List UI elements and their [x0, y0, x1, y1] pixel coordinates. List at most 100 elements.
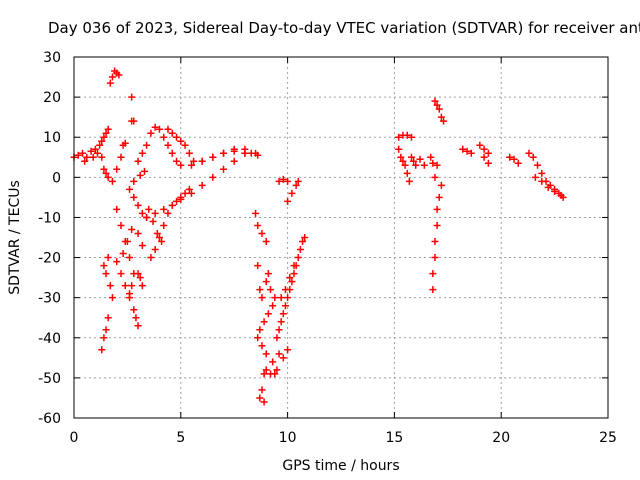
data-point [241, 149, 249, 157]
data-point [173, 133, 181, 141]
data-point [155, 234, 163, 241]
data-point [433, 101, 441, 109]
data-point [136, 274, 144, 282]
data-point [431, 238, 439, 246]
data-point [100, 165, 108, 173]
data-point [399, 157, 407, 165]
series-rise-1 [100, 139, 129, 185]
data-point [187, 161, 195, 169]
data-point [91, 145, 99, 153]
data-point [271, 294, 279, 302]
data-point [433, 205, 441, 213]
data-point [134, 157, 142, 165]
data-point [160, 221, 168, 229]
data-point [104, 254, 112, 262]
data-point [115, 71, 123, 79]
data-point [106, 282, 114, 290]
data-point [168, 149, 176, 157]
data-point [98, 153, 106, 161]
data-point [113, 205, 121, 213]
data-point [262, 366, 270, 374]
data-point [96, 141, 104, 149]
data-point [397, 153, 405, 161]
data-point [100, 133, 108, 141]
data-point [126, 290, 134, 298]
data-point [104, 125, 112, 133]
data-point [104, 173, 112, 181]
data-point [531, 173, 539, 181]
data-point [296, 246, 304, 254]
data-point [290, 270, 298, 278]
data-point [429, 286, 437, 294]
x-tick-label: 0 [70, 430, 79, 446]
data-point [416, 155, 424, 163]
data-point [98, 346, 106, 354]
data-point [230, 157, 238, 165]
data-point [164, 125, 172, 133]
data-point [155, 125, 163, 133]
data-point [187, 189, 195, 197]
series-spike [429, 97, 448, 294]
data-point [87, 147, 95, 155]
data-point [405, 177, 413, 185]
data-point [130, 117, 138, 125]
series-arc-right [130, 125, 262, 185]
data-point [275, 326, 283, 334]
data-point [136, 171, 144, 179]
y-tick-label: 10 [43, 130, 61, 146]
data-point [89, 153, 97, 161]
data-point [420, 161, 428, 169]
data-point [254, 151, 262, 159]
data-point [284, 197, 292, 205]
data-point [290, 262, 298, 270]
series-top-small [275, 175, 302, 205]
data-point [119, 250, 127, 258]
data-point [538, 169, 546, 177]
data-point [151, 209, 159, 217]
data-point [510, 155, 518, 163]
y-tick-label: -40 [38, 331, 61, 347]
data-point [134, 270, 142, 278]
data-point [151, 246, 159, 254]
data-point [275, 350, 283, 358]
series-rise-2 [143, 149, 255, 221]
data-point [258, 386, 266, 394]
series-start-cluster [70, 125, 112, 165]
data-point [514, 159, 522, 167]
data-point [164, 209, 172, 217]
data-point [132, 314, 140, 322]
data-point [130, 306, 138, 314]
data-point [168, 201, 176, 209]
data-point [433, 221, 441, 229]
data-point [102, 326, 110, 334]
data-point [480, 145, 488, 153]
data-point [173, 157, 181, 165]
data-point [254, 334, 262, 342]
data-point [281, 286, 289, 294]
data-point [279, 354, 287, 362]
data-point [147, 254, 155, 262]
data-point [275, 177, 283, 185]
data-point [271, 370, 279, 378]
data-point [435, 105, 443, 113]
data-point [544, 183, 552, 191]
data-point [284, 346, 292, 354]
data-point [198, 157, 206, 165]
y-tick-label: 30 [43, 50, 61, 66]
data-point [140, 167, 148, 175]
data-point [252, 209, 260, 217]
data-point [130, 193, 138, 201]
data-point [269, 358, 277, 366]
data-point [220, 149, 228, 157]
data-point [117, 153, 125, 161]
data-point [177, 137, 185, 145]
data-point [230, 147, 238, 155]
x-tick-label: 25 [599, 430, 617, 446]
data-point [117, 270, 125, 278]
data-points [70, 67, 567, 406]
series-band-up [145, 185, 193, 262]
data-point [143, 141, 151, 149]
data-point [128, 282, 136, 290]
y-axis-label: SDTVAR / TECUs [7, 180, 23, 295]
